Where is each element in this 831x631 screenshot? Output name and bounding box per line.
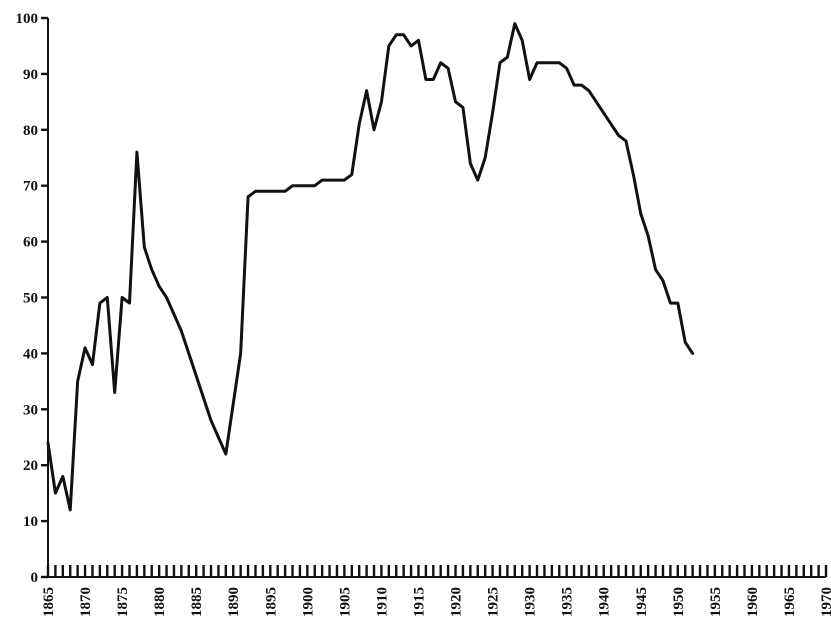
x-tick-label: 1875 bbox=[115, 587, 131, 617]
x-tick-label: 1960 bbox=[745, 587, 761, 617]
y-tick-label: 60 bbox=[23, 235, 38, 251]
x-tick-label: 1900 bbox=[300, 587, 316, 617]
x-tick-label: 1905 bbox=[337, 587, 353, 617]
x-tick-label: 1925 bbox=[486, 587, 502, 617]
x-tick-label: 1930 bbox=[523, 587, 539, 617]
y-tick-label: 20 bbox=[23, 458, 38, 474]
x-tick-label: 1940 bbox=[597, 587, 613, 617]
x-tick-label: 1870 bbox=[78, 587, 94, 617]
series-group bbox=[46, 22, 695, 512]
x-tick-label: 1915 bbox=[411, 587, 427, 617]
x-tick-label: 1920 bbox=[449, 587, 465, 617]
x-tick-label: 1955 bbox=[708, 587, 724, 617]
y-tick-label: 40 bbox=[23, 346, 38, 362]
series-line-0 bbox=[46, 22, 695, 512]
y-tick-label: 100 bbox=[16, 11, 39, 27]
y-tick-label: 50 bbox=[23, 291, 38, 307]
x-tick-label: 1895 bbox=[263, 587, 279, 617]
x-tick-label: 1865 bbox=[41, 587, 57, 617]
y-tick-label: 80 bbox=[23, 123, 38, 139]
y-axis: 0 10 20 30 40 50 60 70 80 90 100 bbox=[16, 11, 49, 586]
x-tick-label: 1950 bbox=[671, 587, 687, 617]
y-tick-label: 70 bbox=[23, 179, 38, 195]
y-tick-label: 30 bbox=[23, 402, 38, 418]
x-tick-label: 1935 bbox=[560, 587, 576, 617]
y-tick-label: 0 bbox=[31, 570, 39, 586]
x-axis: 1865 1870 1875 1880 1885 1890 1895 1900 1905 1910… bbox=[41, 565, 831, 617]
x-tick-label: 1890 bbox=[226, 587, 242, 617]
x-tick-label: 1965 bbox=[782, 587, 798, 617]
x-tick-label: 1880 bbox=[152, 587, 168, 617]
x-tick-label: 1885 bbox=[189, 587, 205, 617]
y-tick-label: 10 bbox=[23, 514, 38, 530]
x-tick-label: 1970 bbox=[819, 587, 831, 617]
x-tick-label: 1910 bbox=[374, 587, 390, 617]
y-tick-label: 90 bbox=[23, 67, 38, 83]
x-tick-label: 1945 bbox=[634, 587, 650, 617]
